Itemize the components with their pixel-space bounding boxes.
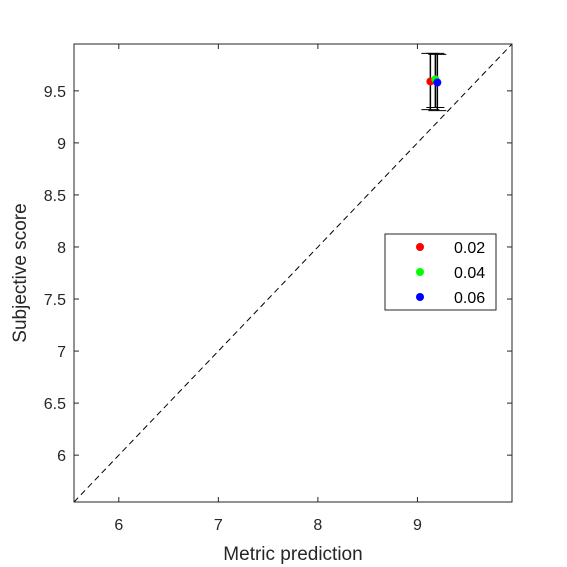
y-tick-label: 9.5	[44, 84, 66, 101]
legend-label: 0.04	[454, 265, 485, 282]
y-tick-label: 8	[57, 240, 66, 257]
plot-frame	[73, 43, 513, 503]
identity-line	[73, 43, 513, 503]
data-point	[433, 78, 442, 87]
x-tick-label: 7	[214, 517, 223, 534]
y-tick-label: 7.5	[44, 292, 66, 309]
x-tick-label: 9	[413, 517, 422, 534]
y-tick-label: 6.5	[44, 396, 66, 413]
x-tick-label: 8	[313, 517, 322, 534]
y-tick-label: 8.5	[44, 188, 66, 205]
legend-label: 0.02	[454, 240, 485, 257]
x-axis-title: Metric prediction	[223, 544, 362, 565]
y-tick-label: 6	[57, 448, 66, 465]
legend-marker	[416, 268, 424, 276]
legend-marker	[416, 293, 424, 301]
y-tick-label: 7	[57, 344, 66, 361]
legend-label: 0.06	[454, 290, 485, 307]
legend: 0.02 0.04 0.06	[384, 233, 497, 311]
y-tick-label: 9	[57, 136, 66, 153]
legend-box	[384, 233, 497, 311]
data-layer	[73, 43, 513, 503]
ticks-layer: 6 7 8 9 6 6.5 7 7.5 8 8.5 9 9.5	[44, 44, 512, 534]
legend-marker	[416, 243, 424, 251]
x-tick-label: 6	[114, 517, 123, 534]
y-axis-title: Subjective score	[10, 203, 31, 342]
